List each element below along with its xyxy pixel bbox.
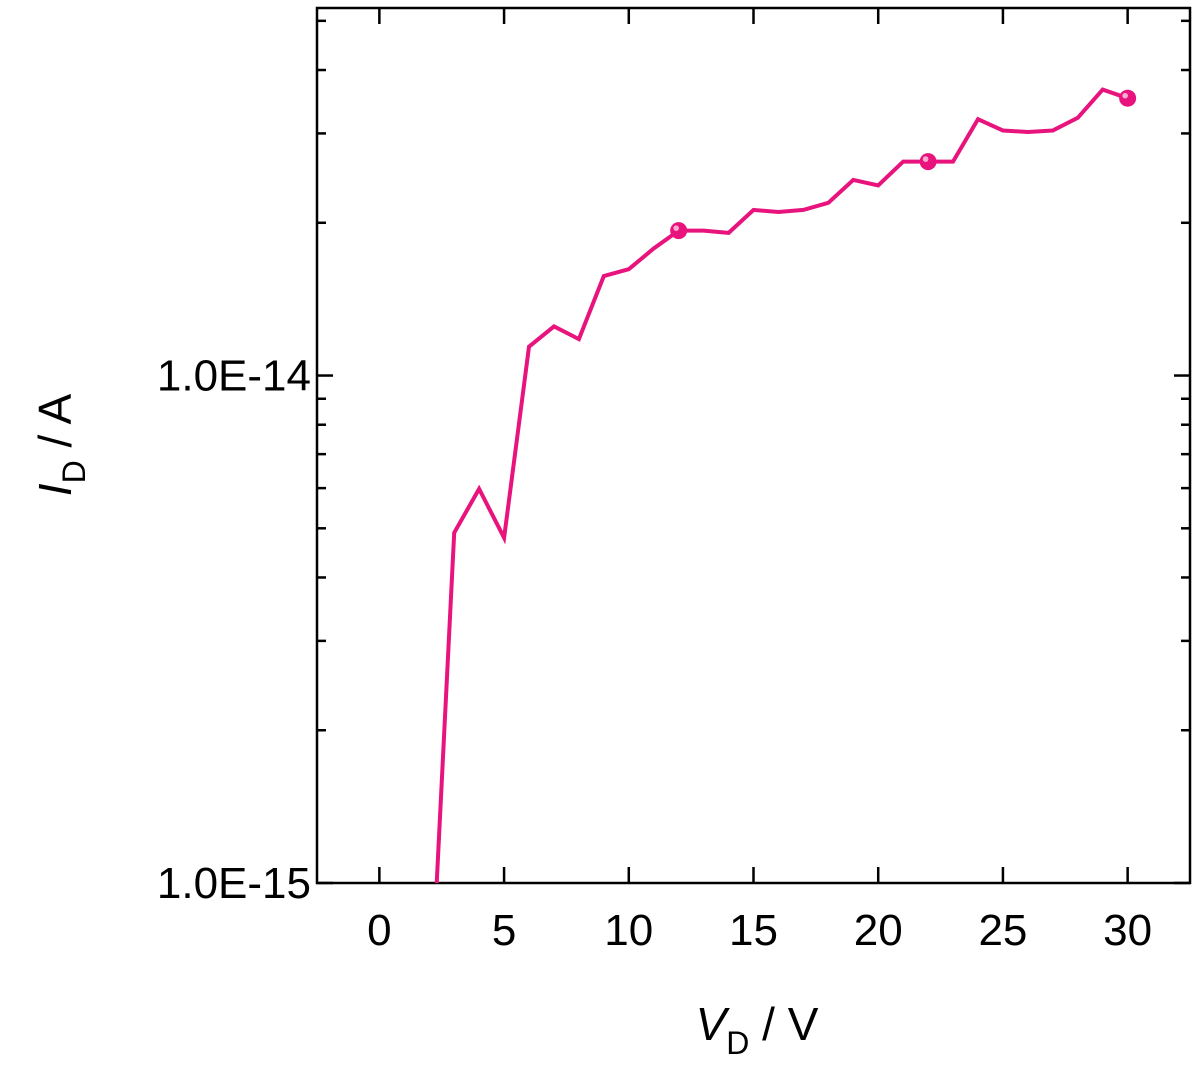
series-marker-highlight (673, 225, 679, 231)
y-axis-ticks: 1.0E-15 1.0E-14 (157, 19, 1190, 908)
y-axis-subscript: D (56, 460, 92, 483)
y-axis-symbol: I (29, 483, 81, 496)
y-tick-label: 1.0E-14 (157, 352, 311, 401)
x-tick-label: 30 (1103, 906, 1152, 955)
series-marker (670, 222, 688, 240)
x-tick-label: 5 (492, 906, 516, 955)
x-tick-label: 0 (367, 906, 391, 955)
x-axis-symbol: V (696, 998, 731, 1050)
x-axis-unit: / V (749, 998, 818, 1050)
x-tick-label: 25 (978, 906, 1027, 955)
y-tick-label: 1.0E-15 (157, 859, 311, 908)
series-marker (919, 153, 937, 171)
x-axis-title: VD / V (696, 998, 819, 1061)
y-axis-unit: / A (29, 393, 81, 460)
series-layer (434, 87, 1137, 884)
series-marker-highlight (1122, 92, 1128, 99)
series-marker (1119, 89, 1137, 107)
y-axis-title: ID / A (29, 393, 92, 496)
x-axis-ticks: 0 5 10 15 20 25 30 (367, 8, 1152, 955)
series-line-1 (434, 87, 1129, 884)
x-tick-label: 15 (729, 906, 778, 955)
x-tick-label: 10 (604, 906, 653, 955)
x-axis-subscript: D (726, 1025, 749, 1061)
x-tick-label: 20 (854, 906, 903, 955)
series-marker-highlight (922, 156, 929, 162)
plot-frame (315, 6, 1192, 885)
